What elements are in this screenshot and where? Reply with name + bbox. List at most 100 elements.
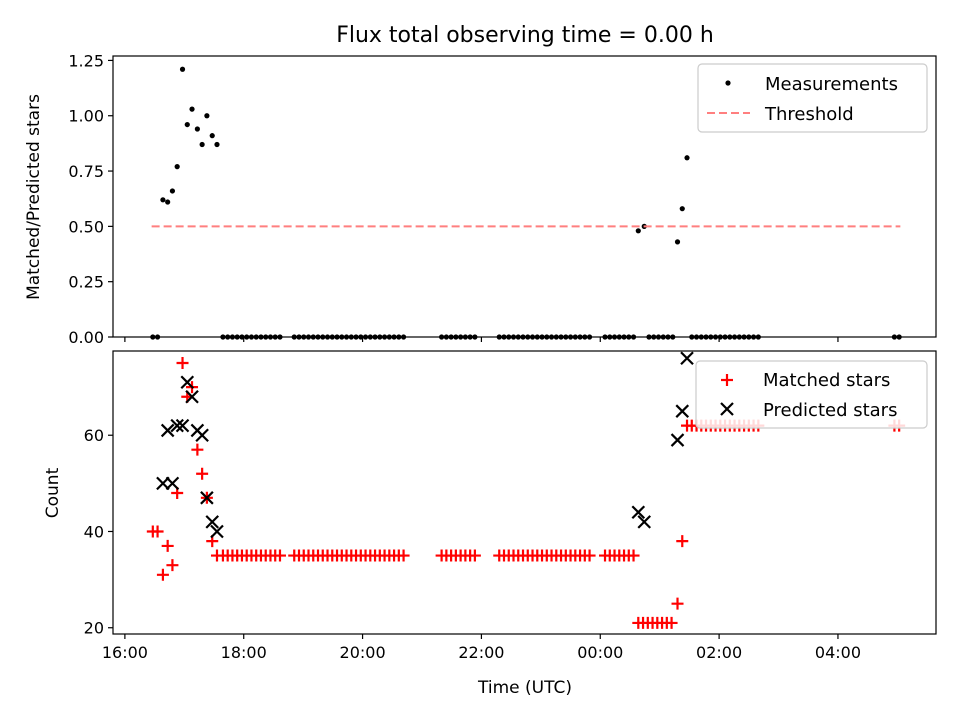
measurements-point bbox=[496, 334, 502, 340]
measurements-point bbox=[329, 334, 335, 340]
predicted-stars-point bbox=[170, 418, 184, 433]
measurements-point bbox=[160, 197, 166, 203]
matched-stars-point bbox=[676, 535, 689, 548]
measurements-point bbox=[577, 334, 583, 340]
predicted-stars-legend-label: Predicted stars bbox=[763, 400, 897, 421]
matched-stars-point bbox=[176, 357, 189, 370]
measurements-point bbox=[239, 334, 245, 340]
measurements-point bbox=[539, 334, 545, 340]
measurements-point bbox=[558, 334, 564, 340]
measurements-point bbox=[310, 334, 316, 340]
threshold-legend-label: Threshold bbox=[764, 104, 854, 125]
measurements-point bbox=[708, 334, 714, 340]
measurements-point bbox=[150, 334, 156, 340]
measurements-point bbox=[563, 334, 569, 340]
measurements-point bbox=[684, 155, 690, 161]
measurements-point bbox=[586, 334, 593, 340]
measurements-point bbox=[272, 334, 278, 340]
chart-title: Flux total observing time = 0.00 h bbox=[336, 23, 714, 48]
matched-stars-point bbox=[161, 539, 174, 552]
measurements-point bbox=[679, 206, 685, 212]
x-axis-label: Time (UTC) bbox=[477, 678, 572, 698]
ratio-legend: Measurements Threshold bbox=[697, 63, 928, 133]
predicted-stars-point bbox=[210, 524, 224, 539]
measurements-point bbox=[253, 334, 259, 340]
predicted-stars-point bbox=[160, 423, 175, 438]
matched-stars-point bbox=[273, 549, 286, 562]
measurements-point bbox=[267, 334, 274, 340]
measurements-point bbox=[214, 141, 220, 148]
matched-stars-point bbox=[151, 525, 164, 538]
matched-stars-point bbox=[397, 549, 410, 562]
measurements-point bbox=[291, 334, 297, 340]
measurements-point bbox=[324, 334, 331, 340]
counts-y-axis: 20 40 60 bbox=[84, 426, 113, 638]
measurements-point bbox=[616, 334, 622, 340]
ratio-panel: 0.00 0.25 0.50 0.75 1.00 1.25 Matched/Predict… bbox=[24, 51, 937, 347]
measurements-legend-label: Measurements bbox=[765, 74, 898, 95]
predicted-stars-point bbox=[680, 351, 694, 365]
measurements-point bbox=[377, 334, 383, 340]
measurements-point bbox=[229, 334, 236, 340]
matched-stars-point bbox=[671, 597, 684, 610]
measurements-point bbox=[353, 334, 359, 340]
counts-y-tick-label: 60 bbox=[84, 426, 104, 445]
measurements-point bbox=[372, 334, 378, 340]
matched-stars-point bbox=[191, 443, 204, 456]
counts-x-axis: 16:00 18:00 20:00 22:00 00:00 02:00 04:00 bbox=[102, 634, 861, 662]
measurements-point bbox=[165, 199, 171, 205]
predicted-stars-point bbox=[165, 476, 180, 491]
measurements-point bbox=[225, 334, 231, 340]
measurements-point bbox=[891, 334, 898, 340]
measurements-point bbox=[736, 334, 742, 340]
measurements-point bbox=[386, 334, 392, 340]
measurements-point bbox=[553, 334, 559, 340]
predicted-stars-point bbox=[670, 433, 685, 447]
ratio-y-tick-label: 0.25 bbox=[68, 273, 104, 292]
measurements-point bbox=[209, 133, 215, 139]
measurements-point bbox=[348, 334, 354, 340]
ratio-series-layer bbox=[150, 66, 902, 340]
x-tick-label: 00:00 bbox=[577, 643, 623, 662]
measurements-point bbox=[896, 334, 902, 340]
measurements-point bbox=[602, 334, 608, 340]
predicted-stars-point bbox=[200, 491, 214, 505]
ratio-y-tick-label: 1.00 bbox=[68, 107, 104, 126]
ratio-y-tick-label: 1.25 bbox=[68, 51, 104, 70]
measurements-point bbox=[567, 334, 574, 340]
measurements-point bbox=[621, 334, 627, 340]
ratio-y-tick-label: 0.75 bbox=[68, 162, 104, 181]
predicted-stars-point bbox=[175, 418, 190, 433]
measurements-point bbox=[506, 334, 512, 340]
predicted-stars-point bbox=[180, 375, 195, 390]
ratio-legend-box bbox=[697, 63, 928, 133]
measurements-point bbox=[248, 334, 255, 340]
measurements-point bbox=[334, 334, 340, 340]
measurements-point bbox=[199, 141, 205, 148]
measurements-point bbox=[750, 334, 757, 340]
predicted-stars-legend-marker bbox=[720, 402, 734, 416]
measurements-point bbox=[396, 334, 402, 340]
x-tick-label: 04:00 bbox=[815, 643, 861, 662]
measurements-point bbox=[467, 334, 473, 340]
measurements-point bbox=[698, 334, 704, 340]
measurements-point bbox=[362, 334, 369, 340]
measurements-point bbox=[453, 334, 459, 340]
measurements-legend-marker bbox=[725, 80, 731, 86]
predicted-stars-point bbox=[185, 389, 199, 404]
measurements-point bbox=[510, 334, 517, 340]
measurements-point bbox=[548, 334, 555, 340]
measurements-point bbox=[174, 164, 180, 170]
predicted-stars-point bbox=[195, 428, 209, 443]
measurements-point bbox=[727, 334, 733, 340]
counts-legend-box bbox=[695, 360, 928, 429]
measurements-point bbox=[660, 334, 666, 340]
matched-stars-legend-marker bbox=[721, 374, 733, 386]
measurements-point bbox=[315, 334, 321, 340]
ratio-y-axis: 0.00 0.25 0.50 0.75 1.00 1.25 bbox=[68, 51, 113, 347]
measurements-point bbox=[443, 334, 449, 340]
matched-stars-point bbox=[627, 549, 640, 562]
measurements-point bbox=[358, 334, 364, 340]
measurements-point bbox=[703, 334, 709, 340]
matched-stars-point bbox=[166, 559, 179, 572]
